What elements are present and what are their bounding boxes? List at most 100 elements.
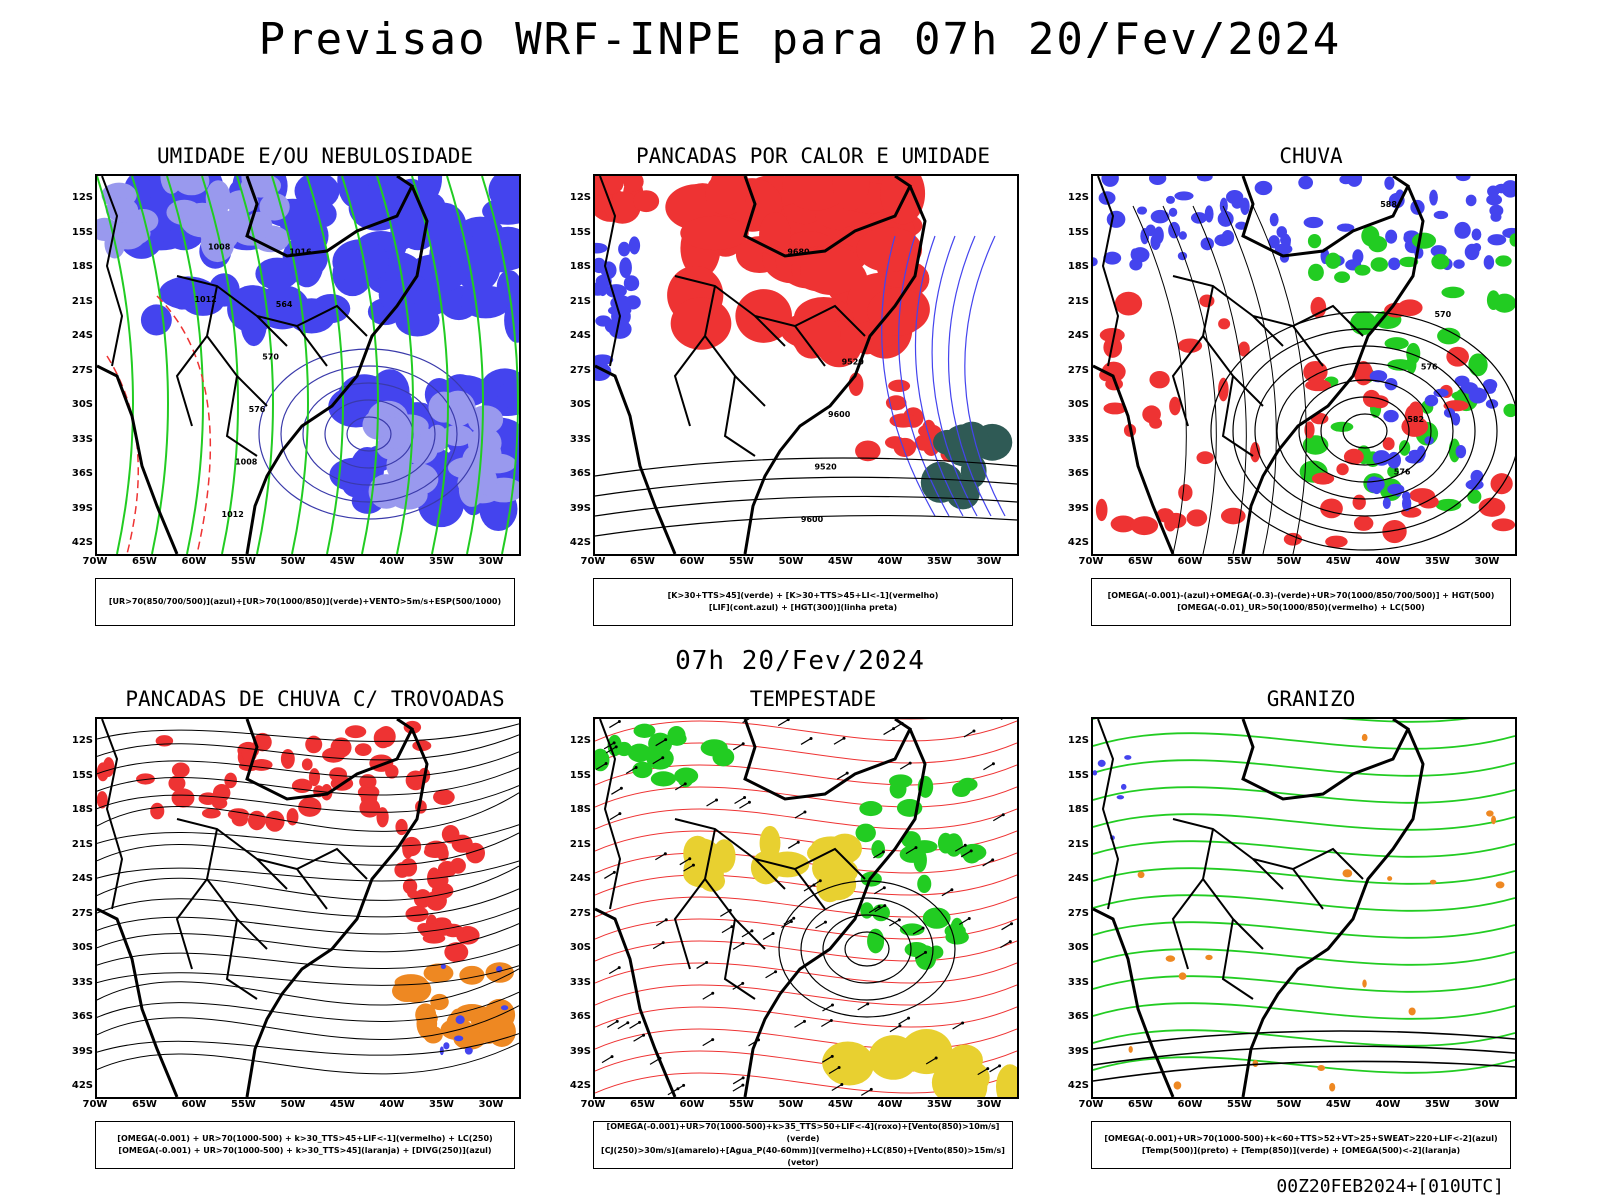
map-plot [95, 717, 521, 1099]
latitude-label: 15S [71, 226, 93, 238]
rain-area [1168, 207, 1178, 217]
temp-850-contour [1093, 813, 1515, 831]
latitude-label: 24S [569, 330, 591, 341]
wind-vector-head [711, 991, 715, 995]
latitude-label: 36S [71, 468, 93, 479]
longitude-label: 65W [132, 556, 157, 567]
lift-area [619, 257, 632, 279]
rain-area [1274, 243, 1293, 255]
longitude-label: 40W [379, 556, 405, 567]
longitude-label: 30W [478, 556, 504, 567]
latitude-label: 30S [569, 399, 591, 410]
map-panel-tempestade: TEMPESTADE 12S 15S 18S 21S 24S 27S 30S 33S 36S 39S… [570, 687, 1053, 1169]
latitude-label: 21S [71, 838, 93, 850]
map-canvas [97, 719, 519, 1097]
strong-wind-area [633, 723, 656, 738]
omega-area [1495, 881, 1505, 889]
convective-rain-area [1283, 532, 1303, 546]
wind-vector [809, 880, 821, 888]
panel-legend: [UR>70(850/700/500)](azul)+[UR>70(1000/8… [95, 578, 515, 626]
longitude-label: 50W [778, 556, 804, 567]
convective-area [633, 190, 660, 213]
hail-risk-area [1093, 770, 1098, 776]
omega-area [1173, 1081, 1182, 1090]
wind-vector-head [991, 858, 995, 862]
divergence-area [455, 1015, 465, 1025]
thunderstorm-area [171, 762, 190, 778]
streamline [97, 792, 519, 832]
wind-vector [912, 927, 924, 935]
rain-area [1225, 189, 1244, 205]
wind-vector [739, 801, 750, 809]
wind-vector [683, 864, 694, 872]
wind-vector [905, 847, 917, 855]
convective-rain-area [1325, 535, 1348, 548]
latitude-label: 24S [71, 873, 93, 884]
longitude-label: 65W [630, 1099, 655, 1110]
convective-rain-area [1491, 518, 1515, 532]
temp-500-contour [1093, 1045, 1515, 1066]
wind-vector [732, 1077, 744, 1085]
thunderstorm-area [329, 767, 348, 782]
wind-vector-head [691, 863, 695, 867]
contour-label: 1008 [235, 458, 258, 467]
water-contour [595, 896, 1017, 918]
wind-vector [655, 739, 666, 747]
longitude-label: 55W [231, 556, 256, 567]
panel-title: PANCADAS POR CALOR E UMIDADE [635, 144, 990, 168]
longitude-label: 60W [181, 1099, 207, 1110]
longitude-label: 35W [1425, 1099, 1450, 1110]
heavy-rain-area [1334, 271, 1351, 283]
wind-vector-head [705, 960, 709, 964]
heavy-rain-area [1468, 353, 1488, 377]
convective-area [790, 313, 841, 357]
jet-stream-area [995, 1064, 1017, 1097]
thunderstorm-area [291, 778, 313, 794]
longitude-label: 50W [778, 1099, 804, 1110]
wind-vector [734, 797, 745, 805]
wind-vector [958, 917, 970, 926]
latitude-label: 15S [71, 769, 93, 781]
humidity-contour [97, 176, 134, 554]
wind-vector [702, 1039, 714, 1047]
wind-vector-head [741, 1076, 745, 1080]
streamline [97, 824, 519, 847]
map-layers: 588 576 582 576 570 [1093, 176, 1515, 554]
thunderstorm-area [354, 743, 372, 757]
map-canvas [595, 719, 1017, 1097]
shower-area [394, 974, 428, 991]
andes-border [1097, 176, 1120, 367]
rain-area [1280, 234, 1291, 246]
longitude-label: 35W [429, 1099, 454, 1110]
wind-vector-head [682, 1083, 686, 1087]
humidity-contour [271, 176, 309, 554]
wind-vector-head [604, 762, 608, 766]
latitude-label: 33S [71, 433, 93, 445]
thunderstorm-area [247, 810, 266, 831]
latitude-label: 27S [569, 364, 591, 376]
legend-line: [Temp(500)](preto) + [Temp(850)](verde) … [1141, 1146, 1461, 1155]
convective-rain-area [1186, 509, 1208, 527]
wind-vector [868, 906, 880, 914]
coastline [595, 719, 927, 1097]
wind-vector [982, 859, 993, 867]
thunderstorm-area [301, 758, 313, 771]
wind-vector-head [771, 932, 775, 936]
longitude-label: 70W [82, 556, 108, 567]
latitude-label: 12S [569, 192, 591, 203]
strong-wind-area [595, 748, 610, 772]
wind-vector-head [986, 1067, 990, 1071]
wind-vector [652, 942, 664, 950]
wind-vector-head [661, 756, 665, 760]
wind-vector [883, 728, 894, 736]
wind-vector-head [961, 1021, 965, 1025]
convective-rain-area [1304, 421, 1315, 439]
wind-vector-head [741, 742, 745, 746]
contour-label: 1016 [289, 248, 312, 257]
convective-rain-area [1343, 448, 1364, 465]
water-contour [595, 720, 1017, 742]
wind-vector [765, 971, 776, 979]
convective-rain-area [1199, 294, 1215, 308]
wind-vector-head [866, 1002, 870, 1006]
water-contour [595, 984, 1017, 1006]
